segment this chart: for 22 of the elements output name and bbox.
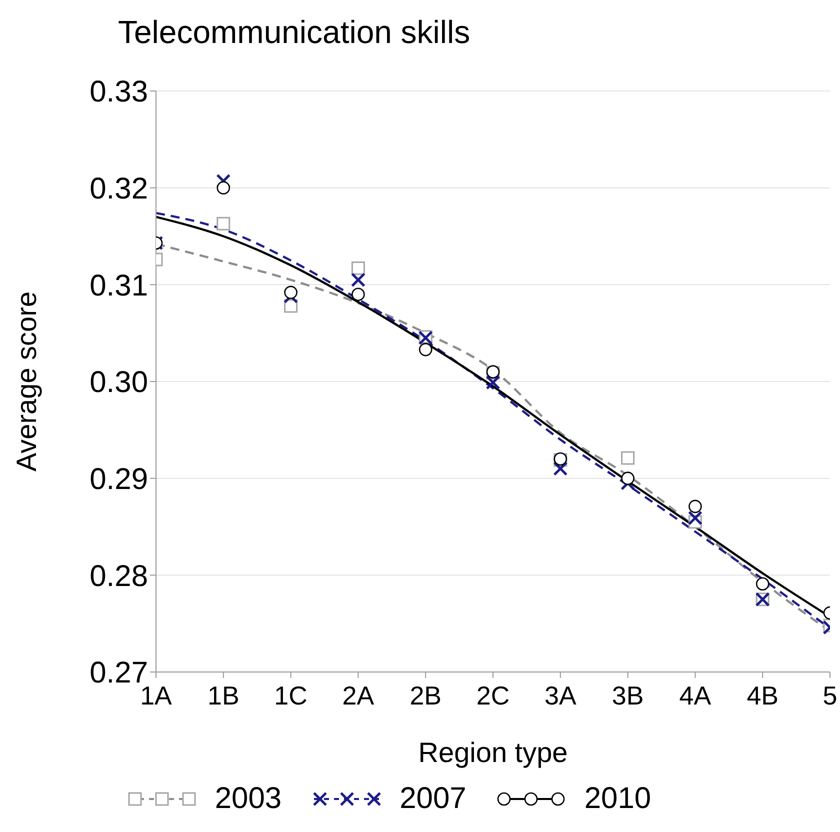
chart-title: Telecommunication skills <box>117 13 472 52</box>
x-tick-label: 3B <box>612 680 644 710</box>
x-tick-label: 2C <box>476 680 510 710</box>
y-tick-label: 0.28 <box>90 560 148 593</box>
x-tick-label: 2B <box>410 680 442 710</box>
x-tick-label: 2A <box>342 680 375 710</box>
y-tick-label: 0.32 <box>90 172 148 206</box>
y-tick-label: 0.31 <box>90 269 148 302</box>
y-tick-label: 0.30 <box>90 366 148 400</box>
x-tick-label: 4B <box>746 680 779 710</box>
x-tick-label: 5 <box>822 680 838 710</box>
x-axis-title: Region type <box>418 737 568 768</box>
y-tick-label: 0.33 <box>90 76 148 109</box>
legend-label: 2003 <box>214 782 282 816</box>
legend-label: 2010 <box>584 782 652 816</box>
y-tick-label: 0.29 <box>90 462 148 496</box>
x-tick-label: 1B <box>207 680 240 710</box>
x-tick-label: 3A <box>544 680 577 710</box>
legend-label: 2007 <box>400 782 466 816</box>
x-tick-label: 4A <box>679 680 712 710</box>
y-axis-title: Average score <box>10 291 42 472</box>
x-tick-label: 1C <box>274 680 308 710</box>
